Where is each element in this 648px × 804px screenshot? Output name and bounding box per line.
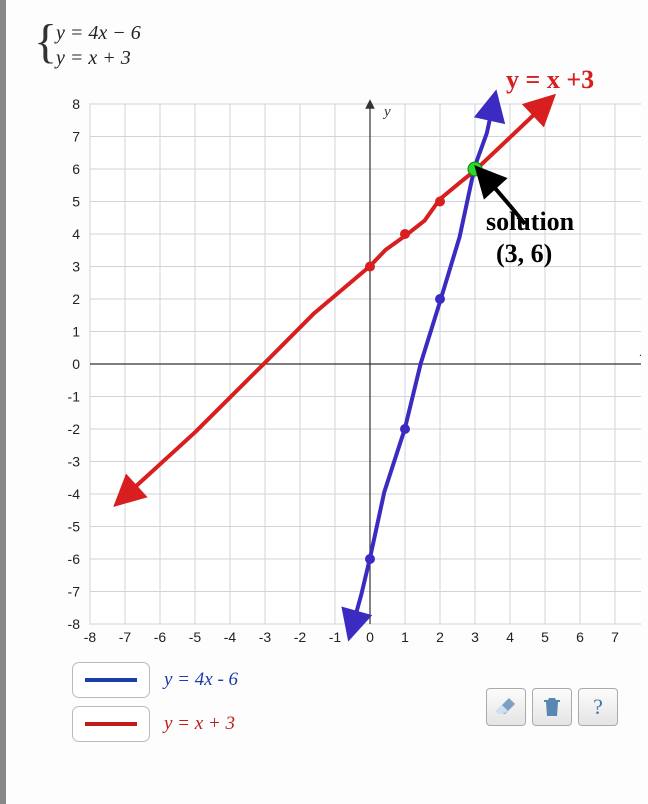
svg-text:-5: -5 bbox=[68, 519, 81, 535]
svg-text:7: 7 bbox=[611, 629, 619, 645]
svg-text:-4: -4 bbox=[68, 486, 81, 502]
svg-text:8: 8 bbox=[72, 96, 80, 112]
toolbar: ? bbox=[486, 688, 618, 726]
svg-text:7: 7 bbox=[72, 129, 80, 145]
svg-text:2: 2 bbox=[436, 629, 444, 645]
svg-text:0: 0 bbox=[72, 356, 80, 372]
svg-text:y: y bbox=[382, 104, 391, 120]
svg-text:1: 1 bbox=[72, 324, 80, 340]
help-icon: ? bbox=[593, 694, 603, 720]
svg-text:-1: -1 bbox=[68, 389, 81, 405]
help-button[interactable]: ? bbox=[578, 688, 618, 726]
chart[interactable]: y x -8 -7 -6 -5 -4 -3 -2 -1 0 1 2 3 4 5 6 7 8 -8 -7 -6 -5 -4 -3 -… bbox=[36, 88, 641, 648]
svg-text:-4: -4 bbox=[224, 629, 237, 645]
trash-button[interactable] bbox=[532, 688, 572, 726]
equation-system: { y = 4x − 6 y = x + 3 bbox=[56, 22, 640, 70]
svg-text:-7: -7 bbox=[68, 584, 81, 600]
eraser-icon bbox=[494, 695, 518, 719]
svg-text:5: 5 bbox=[72, 194, 80, 210]
svg-text:-3: -3 bbox=[68, 454, 81, 470]
chart-svg: y x -8 -7 -6 -5 -4 -3 -2 -1 0 1 2 3 4 5 6 7 8 -8 -7 -6 -5 -4 -3 -… bbox=[36, 88, 641, 648]
legend-label-1: y = 4x - 6 bbox=[164, 669, 238, 691]
svg-text:-3: -3 bbox=[259, 629, 272, 645]
svg-text:-2: -2 bbox=[294, 629, 307, 645]
svg-text:4: 4 bbox=[72, 226, 80, 242]
svg-text:3: 3 bbox=[72, 259, 80, 275]
solution-coords: (3, 6) bbox=[496, 240, 552, 269]
svg-text:5: 5 bbox=[541, 629, 549, 645]
svg-text:1: 1 bbox=[401, 629, 409, 645]
svg-text:x: x bbox=[639, 344, 641, 360]
svg-text:-2: -2 bbox=[68, 421, 81, 437]
svg-text:-6: -6 bbox=[68, 551, 81, 567]
legend-line-1 bbox=[85, 678, 137, 682]
svg-text:-5: -5 bbox=[189, 629, 202, 645]
svg-text:-7: -7 bbox=[119, 629, 132, 645]
svg-text:6: 6 bbox=[72, 161, 80, 177]
legend-swatch-2 bbox=[72, 706, 150, 742]
svg-text:-8: -8 bbox=[68, 616, 81, 632]
red-equation-annotation: y = x +3 bbox=[506, 66, 594, 95]
svg-text:0: 0 bbox=[366, 629, 374, 645]
solution-label: solution bbox=[486, 208, 574, 237]
svg-text:6: 6 bbox=[576, 629, 584, 645]
svg-text:-6: -6 bbox=[154, 629, 167, 645]
svg-text:-8: -8 bbox=[84, 629, 97, 645]
eraser-button[interactable] bbox=[486, 688, 526, 726]
legend-label-2: y = x + 3 bbox=[164, 713, 235, 735]
svg-text:-1: -1 bbox=[329, 629, 342, 645]
svg-text:4: 4 bbox=[506, 629, 514, 645]
page: { y = 4x − 6 y = x + 3 y x -8 -7 -6 -5 -4 -3 -2 -… bbox=[0, 0, 648, 804]
equation-1: y = 4x − 6 bbox=[56, 22, 640, 45]
svg-text:3: 3 bbox=[471, 629, 479, 645]
legend-swatch-1 bbox=[72, 662, 150, 698]
legend-line-2 bbox=[85, 722, 137, 726]
brace: { bbox=[34, 18, 57, 66]
svg-text:2: 2 bbox=[72, 291, 80, 307]
trash-icon bbox=[540, 695, 564, 719]
